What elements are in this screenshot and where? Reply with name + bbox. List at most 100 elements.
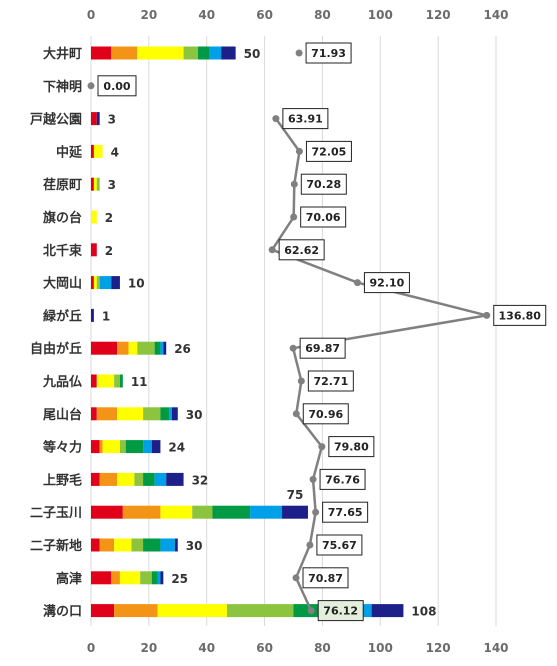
bar-segment	[143, 472, 155, 486]
bar-segment	[143, 440, 152, 454]
average-line-segment	[295, 380, 303, 414]
bar-segment	[157, 571, 161, 585]
bar-segment	[99, 472, 118, 486]
average-value-label: 92.10	[370, 277, 405, 290]
average-point	[290, 213, 298, 221]
y-axis-categories: 大井町下神明戸越公園中延荏原町旗の台北千束大岡山緑が丘自由が丘九品仏尾山台等々力…	[30, 46, 83, 620]
bar-segment	[134, 472, 144, 486]
category-label: 大井町	[43, 46, 82, 62]
average-point	[289, 344, 297, 352]
bar-segment	[91, 374, 97, 388]
bar-total-label: 3	[108, 178, 116, 192]
average-point	[295, 49, 303, 57]
average-point	[318, 443, 326, 451]
bar-segment	[143, 407, 161, 421]
bar-segment	[114, 374, 120, 388]
average-point	[307, 607, 315, 615]
average-line-segment	[311, 446, 324, 480]
bar-segment	[163, 341, 167, 355]
bar-segment	[102, 440, 120, 454]
average-value-label: 136.80	[499, 309, 542, 322]
gridlines	[90, 36, 497, 626]
bar-segment	[137, 46, 184, 60]
bar-segment	[96, 112, 100, 126]
average-label-box	[300, 173, 347, 195]
bar-total-label: 108	[411, 605, 436, 619]
average-label-box	[278, 239, 325, 261]
bar-segment	[250, 505, 282, 519]
bar-segment	[226, 604, 294, 618]
average-value-label: 69.87	[305, 342, 340, 355]
category-label: 自由が丘	[30, 341, 82, 357]
bar-total-label: 50	[244, 47, 261, 61]
average-value-label: 77.65	[328, 506, 363, 519]
average-value-label: 72.05	[312, 145, 347, 158]
bar-segment	[119, 440, 126, 454]
bar-segment	[137, 341, 155, 355]
bar-segment	[122, 505, 161, 519]
x-tick-label-bottom: 40	[198, 641, 215, 655]
average-label-box	[305, 140, 352, 162]
bar-total-label: 2	[105, 244, 113, 258]
bar-segment	[91, 604, 115, 618]
bar-segment	[117, 472, 135, 486]
x-tick-label-bottom: 60	[256, 641, 273, 655]
bar-segment	[125, 440, 144, 454]
average-value-label: 0.00	[103, 80, 130, 93]
x-tick-label-top: 100	[368, 8, 393, 22]
bar-segment	[169, 407, 172, 421]
category-label: 尾山台	[43, 407, 82, 423]
bar-segment	[111, 571, 120, 585]
x-tick-label-top: 0	[87, 8, 95, 22]
average-value-label: 76.12	[323, 605, 358, 618]
category-label: 等々力	[42, 440, 82, 456]
average-point	[292, 410, 300, 418]
bar-total-label: 24	[168, 441, 185, 455]
bar-segment	[114, 538, 132, 552]
x-tick-label-bottom: 100	[368, 641, 393, 655]
category-label: 高津	[56, 571, 82, 587]
bar-segment	[172, 407, 178, 421]
average-label-box	[307, 370, 354, 392]
bar-segment	[117, 341, 129, 355]
average-label-box	[319, 468, 366, 490]
x-tick-label-bottom: 120	[426, 641, 451, 655]
average-point	[290, 180, 298, 188]
average-value-label: 71.93	[311, 47, 346, 60]
bar-segment	[93, 276, 97, 290]
bar-total-label: 25	[171, 572, 188, 586]
average-value-label: 79.80	[334, 441, 369, 454]
average-line-segment	[294, 544, 312, 579]
bar-segment	[99, 440, 103, 454]
average-line-segment	[274, 117, 301, 153]
bar-segment	[140, 571, 152, 585]
bar-total-label: 4	[111, 145, 119, 159]
bar-segment	[99, 538, 115, 552]
x-tick-label-bottom: 140	[483, 641, 508, 655]
average-label-box	[305, 42, 352, 64]
bar-segment	[151, 571, 158, 585]
average-line-segment	[292, 184, 296, 218]
bar-segment	[157, 604, 227, 618]
bar-segment	[154, 472, 167, 486]
average-label-box	[97, 75, 137, 97]
average-label-box	[302, 403, 349, 425]
bar-segment	[93, 177, 97, 191]
x-tick-label-top: 60	[256, 8, 273, 22]
average-line-segment	[295, 413, 323, 448]
bar-segment	[114, 604, 158, 618]
bar-segment	[209, 46, 222, 60]
average-label-box	[363, 272, 410, 294]
category-label: 大岡山	[43, 276, 82, 292]
average-label-box	[282, 108, 329, 130]
bar-segment	[143, 538, 161, 552]
x-tick-label-bottom: 80	[314, 641, 331, 655]
bar-segment	[91, 46, 112, 60]
bar-segment	[91, 144, 94, 158]
bar-segment	[174, 538, 178, 552]
bar-segment	[91, 177, 94, 191]
bar-segment	[91, 505, 123, 519]
bar-segment	[154, 341, 161, 355]
bar-segment	[91, 538, 100, 552]
bar-segment	[281, 505, 308, 519]
